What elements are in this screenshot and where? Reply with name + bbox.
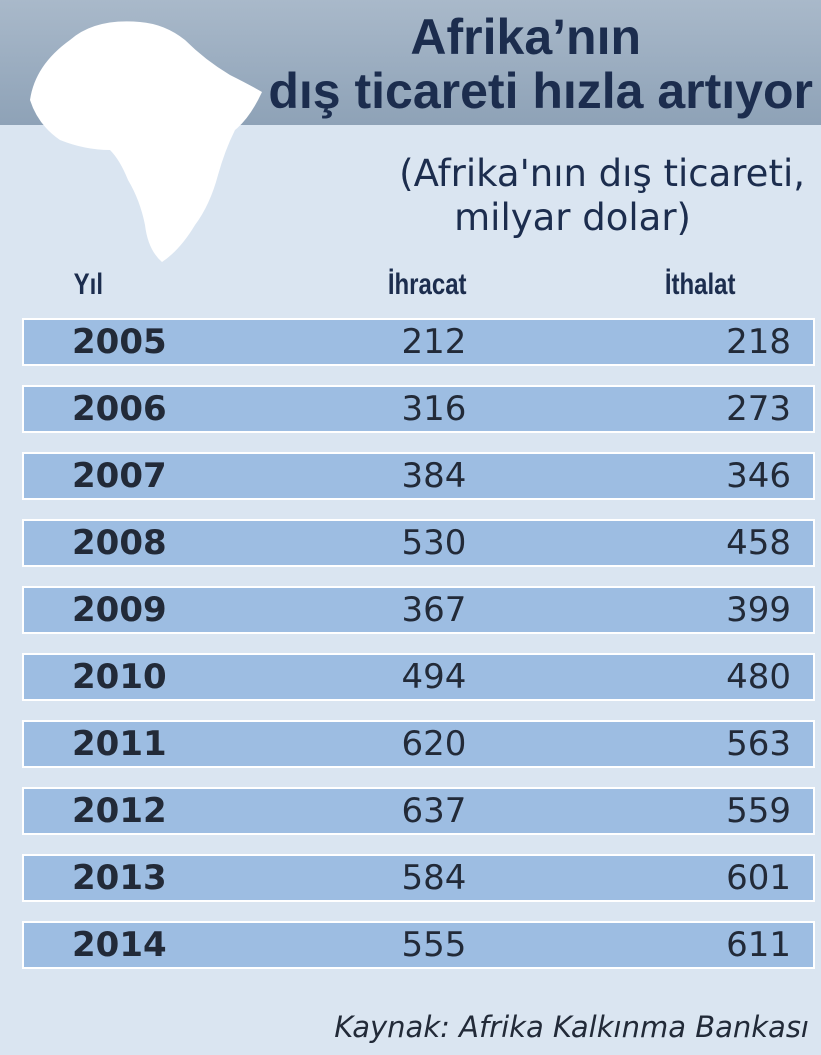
- title-line: Afrika’nın: [410, 9, 641, 65]
- value-cell: 494: [401, 657, 467, 697]
- table-row: 2007 384 346: [22, 452, 815, 500]
- table-row: 2010 494 480: [22, 653, 815, 701]
- value-cell: 530: [401, 523, 467, 563]
- value-cell: 601: [726, 858, 791, 898]
- source-note: Kaynak: Afrika Kalkınma Bankası: [334, 1010, 809, 1044]
- value-cell: 620: [401, 724, 467, 764]
- year-cell: 2014: [72, 925, 167, 965]
- column-header: İhracat: [387, 268, 467, 301]
- column-header: Yıl: [73, 268, 104, 301]
- table-row: 2011 620 563: [22, 720, 815, 768]
- subtitle-line: (Afrika'nın dış ticareti,: [399, 152, 805, 195]
- value-cell: 218: [726, 322, 791, 362]
- column-header: İthalat: [664, 268, 736, 301]
- africa-shape: [30, 21, 262, 263]
- value-cell: 399: [726, 590, 791, 630]
- table-row: 2008 530 458: [22, 519, 815, 567]
- value-cell: 559: [726, 791, 791, 831]
- year-cell: 2007: [72, 456, 167, 496]
- table-row: 2012 637 559: [22, 787, 815, 835]
- value-cell: 458: [726, 523, 791, 563]
- value-cell: 212: [401, 322, 467, 362]
- year-cell: 2008: [72, 523, 167, 563]
- table-row: 2009 367 399: [22, 586, 815, 634]
- value-cell: 384: [401, 456, 467, 496]
- value-cell: 346: [726, 456, 791, 496]
- value-cell: 611: [726, 925, 791, 965]
- value-cell: 273: [726, 389, 791, 429]
- value-cell: 480: [726, 657, 791, 697]
- table-row: 2006 316 273: [22, 385, 815, 433]
- year-cell: 2011: [72, 724, 167, 764]
- value-cell: 584: [401, 858, 467, 898]
- table-row: 2005 212 218: [22, 318, 815, 366]
- value-cell: 367: [401, 590, 467, 630]
- value-cell: 555: [401, 925, 467, 965]
- year-cell: 2013: [72, 858, 167, 898]
- year-cell: 2012: [72, 791, 167, 831]
- africa-map: [30, 21, 262, 263]
- table-row: 2013 584 601: [22, 854, 815, 902]
- value-cell: 316: [401, 389, 467, 429]
- year-cell: 2010: [72, 657, 167, 697]
- subtitle-line: milyar dolar): [454, 196, 691, 239]
- year-cell: 2005: [72, 322, 167, 362]
- title-line: dış ticareti hızla artıyor: [268, 63, 813, 119]
- year-cell: 2006: [72, 389, 167, 429]
- value-cell: 637: [401, 791, 467, 831]
- year-cell: 2009: [72, 590, 167, 630]
- table-row: 2014 555 611: [22, 921, 815, 969]
- value-cell: 563: [726, 724, 791, 764]
